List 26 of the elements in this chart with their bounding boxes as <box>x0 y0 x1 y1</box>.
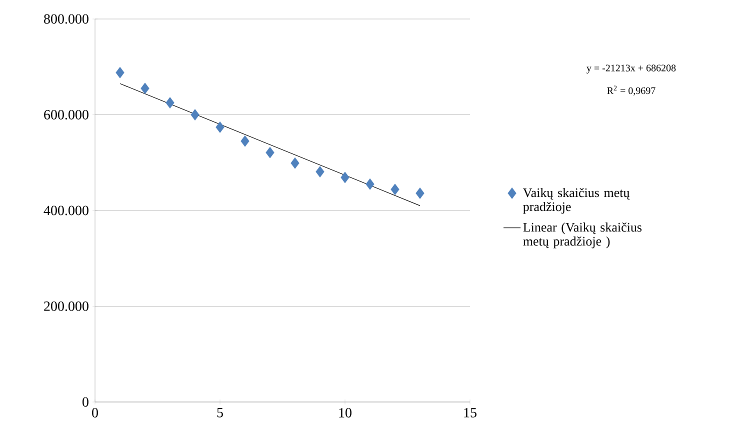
x-tick-label: 15 <box>464 408 476 418</box>
point <box>266 146 274 158</box>
point <box>290 157 300 169</box>
text: R$^{2}$ = 0,9697 <box>607 86 656 96</box>
y-tick-label: 400.000 <box>44 206 88 216</box>
x-tick-label: 0 <box>92 408 98 418</box>
point <box>240 135 250 147</box>
point <box>166 97 174 108</box>
point <box>190 109 200 120</box>
legend-label: Linear (Vaikų skaičius metų pradžioje ) <box>523 222 642 248</box>
y-tick-label: 0 <box>82 397 88 407</box>
y-tick-label: 200.000 <box>44 301 88 311</box>
legend-label: Vaikų skaičius metų pradžioje <box>523 188 630 214</box>
x-tick-label: 5 <box>217 408 223 418</box>
y-tick-label: 800.000 <box>44 14 88 24</box>
x-tick-label: 10 <box>339 408 352 418</box>
point <box>140 82 150 94</box>
point <box>416 188 424 199</box>
point <box>316 166 324 178</box>
point <box>216 121 224 133</box>
text: y = -21213x + 686208 <box>586 64 676 74</box>
y-tick-label: 600.000 <box>44 110 88 120</box>
point <box>340 172 350 184</box>
point <box>116 66 124 78</box>
point <box>390 184 400 196</box>
point <box>366 178 374 190</box>
